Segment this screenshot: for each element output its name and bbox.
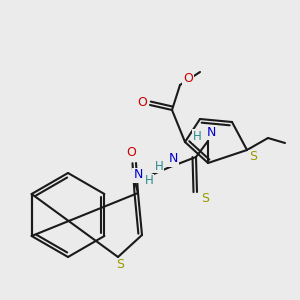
Text: O: O: [126, 146, 136, 160]
Text: N: N: [206, 125, 216, 139]
Text: S: S: [201, 193, 209, 206]
Text: O: O: [183, 73, 193, 85]
Text: S: S: [116, 259, 124, 272]
Text: S: S: [249, 151, 257, 164]
Text: H: H: [193, 130, 201, 142]
Text: O: O: [137, 97, 147, 110]
Text: H: H: [154, 160, 164, 172]
Text: N: N: [168, 152, 178, 166]
Text: N: N: [133, 169, 143, 182]
Text: H: H: [145, 175, 153, 188]
